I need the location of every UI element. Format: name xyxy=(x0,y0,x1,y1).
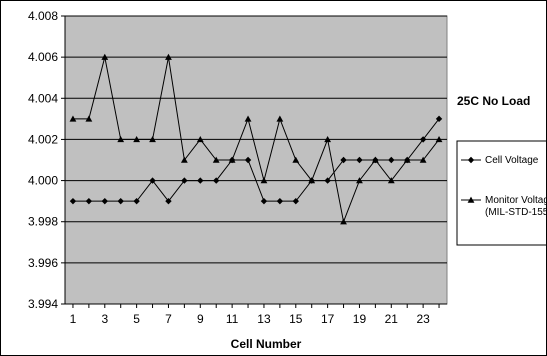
cell-voltage-point xyxy=(181,177,188,184)
cell-voltage-point xyxy=(292,197,299,205)
cell-voltage-point xyxy=(165,197,172,205)
x-tick-label: 15 xyxy=(289,312,303,326)
y-tick-label: 4.004 xyxy=(28,91,58,105)
monitor-voltage-point xyxy=(69,115,77,122)
cell-voltage-point xyxy=(85,197,93,205)
cell-voltage-point xyxy=(435,115,443,123)
monitor-voltage-point xyxy=(371,156,379,163)
cell-voltage-point xyxy=(213,177,220,184)
cell-voltage-point xyxy=(340,156,347,164)
x-tick-label: 5 xyxy=(133,312,140,326)
monitor-voltage-point xyxy=(85,115,93,122)
monitor-voltage-point xyxy=(340,218,347,225)
y-tick-label: 3.998 xyxy=(28,215,58,229)
y-tick-label: 4.000 xyxy=(28,174,58,188)
x-tick-label: 19 xyxy=(353,312,367,326)
x-tick-label: 1 xyxy=(70,312,77,326)
monitor-voltage-point xyxy=(244,115,252,122)
triangle-marker-icon xyxy=(467,196,475,203)
monitor-voltage-point xyxy=(260,177,268,184)
cell-voltage-point xyxy=(324,177,331,184)
x-tick-label: 21 xyxy=(385,312,399,326)
monitor-voltage-point xyxy=(387,177,395,184)
legend-label: Monitor Voltage xyxy=(485,195,546,206)
cell-voltage-point xyxy=(276,197,284,205)
x-tick-label: 9 xyxy=(197,312,204,326)
monitor-voltage-point xyxy=(324,136,332,143)
legend-item-cell-voltage: Cell Voltage xyxy=(461,155,539,166)
legend: Cell Voltage Monitor Voltage (MIL-STD-15… xyxy=(456,140,546,246)
series-layer xyxy=(69,53,443,225)
diamond-marker-icon xyxy=(467,156,475,164)
y-tick-label: 4.002 xyxy=(28,132,58,146)
x-tick-label: 3 xyxy=(101,312,108,326)
monitor-voltage-point xyxy=(180,156,188,163)
y-tick-label: 3.996 xyxy=(28,256,58,270)
monitor-voltage-point xyxy=(276,115,284,122)
chart-title: 25C No Load xyxy=(457,94,530,108)
monitor-voltage-point xyxy=(133,136,141,143)
monitor-voltage-point xyxy=(308,177,316,184)
cell-voltage-point xyxy=(356,156,363,164)
monitor-voltage-point xyxy=(196,136,204,143)
cell-voltage-point xyxy=(117,197,124,205)
monitor-voltage-point xyxy=(435,136,443,143)
legend-label: Cell Voltage xyxy=(485,155,539,166)
cell-voltage-point xyxy=(197,177,204,184)
cell-voltage-point xyxy=(419,136,427,143)
x-axis-ticks: 1 3 5 7 9 11 13 15 17 19 21 23 xyxy=(65,303,447,326)
x-tick-label: 17 xyxy=(321,312,335,326)
cell-voltage-point xyxy=(149,177,156,184)
cell-voltage-point xyxy=(260,197,268,205)
legend-item-monitor-voltage: Monitor Voltage (MIL-STD-1553) xyxy=(461,195,546,218)
cell-voltage-point xyxy=(244,156,252,164)
legend-label: (MIL-STD-1553) xyxy=(485,207,546,218)
x-tick-label: 23 xyxy=(416,312,430,326)
x-tick-label: 7 xyxy=(165,312,172,326)
x-axis-title: Cell Number xyxy=(231,337,302,351)
y-tick-label: 4.006 xyxy=(28,50,58,64)
monitor-voltage-point xyxy=(419,156,427,163)
monitor-voltage-point xyxy=(117,136,125,143)
monitor-voltage-point xyxy=(165,53,172,60)
x-tick-label: 11 xyxy=(226,312,239,326)
cell-voltage-point xyxy=(133,197,140,205)
monitor-voltage-point xyxy=(356,177,363,184)
monitor-voltage-point xyxy=(149,136,156,143)
series-line-1 xyxy=(72,57,440,224)
monitor-voltage-point xyxy=(292,156,300,163)
y-tick-label: 4.008 xyxy=(28,9,58,23)
monitor-voltage-point xyxy=(228,156,236,163)
monitor-voltage-point xyxy=(101,53,109,60)
y-tick-label: 3.994 xyxy=(28,297,58,311)
x-tick-label: 13 xyxy=(257,312,271,326)
y-axis-ticks: 3.994 3.996 3.998 4.000 4.002 4.004 4.006 4.008 xyxy=(28,9,66,311)
cell-voltage-point xyxy=(388,156,395,164)
monitor-voltage-point xyxy=(403,156,411,163)
monitor-voltage-point xyxy=(212,156,220,163)
cell-voltage-point xyxy=(101,197,108,205)
cell-voltage-point xyxy=(69,197,77,205)
